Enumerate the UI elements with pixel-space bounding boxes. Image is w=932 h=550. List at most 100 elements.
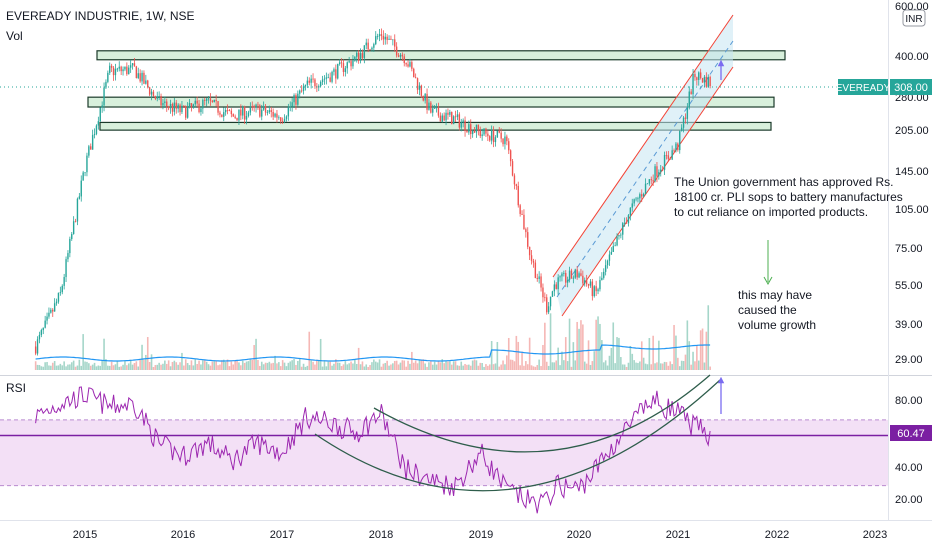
volume-bar <box>255 338 257 370</box>
candle-body <box>137 73 139 79</box>
candle-body <box>376 36 379 37</box>
candle-body <box>511 161 514 176</box>
volume-bar <box>67 364 69 370</box>
candle-body <box>509 150 512 162</box>
volume-bar <box>485 364 487 370</box>
volume-bar <box>528 337 531 370</box>
candle-body <box>667 155 670 159</box>
volume-bar <box>203 360 206 370</box>
candle-body <box>515 184 518 186</box>
candle-body <box>160 96 162 106</box>
candle-body <box>270 110 272 112</box>
volume-bar <box>452 361 455 370</box>
candle-body <box>236 117 238 121</box>
candle-body <box>479 130 481 137</box>
candle-body <box>464 120 466 132</box>
candle-body <box>424 93 426 101</box>
candle-body <box>217 101 219 113</box>
volume-bar <box>511 359 514 370</box>
candle-body <box>551 291 554 297</box>
candle-body <box>460 122 462 128</box>
candle-body <box>302 86 305 91</box>
time-tick: 2022 <box>765 529 789 541</box>
volume-bar <box>555 360 558 370</box>
volume-bar <box>143 359 145 370</box>
candle-body <box>306 80 309 85</box>
candle-body <box>61 285 63 293</box>
candle-body <box>122 69 124 72</box>
candle-body <box>451 112 453 125</box>
support-resistance-zone <box>96 50 786 61</box>
volume-bar <box>116 360 119 370</box>
candle-body <box>437 107 440 116</box>
volume-bar <box>346 364 349 370</box>
candle-body <box>110 65 113 68</box>
volume-bar <box>521 351 523 370</box>
candle-body <box>604 265 607 272</box>
volume-bar <box>709 366 711 370</box>
candle-body <box>392 39 394 41</box>
channel-fill <box>553 15 733 316</box>
currency-label: INR <box>905 14 922 25</box>
volume-bar <box>202 360 204 370</box>
volume-bar <box>654 363 656 370</box>
candle-body <box>261 109 263 117</box>
candle-body <box>198 103 200 113</box>
candle-body <box>528 246 531 256</box>
candle-body <box>519 205 521 214</box>
volume-bar <box>496 341 499 370</box>
volume-bar <box>169 366 172 370</box>
currency-badge[interactable]: INR <box>902 9 926 27</box>
volume-bar <box>50 365 52 370</box>
price-tick: 400.00 <box>895 51 929 63</box>
volume-bar <box>120 366 122 370</box>
candle-body <box>238 109 240 121</box>
volume-bar <box>222 359 225 370</box>
candle-body <box>325 77 328 79</box>
volume-bar <box>59 363 62 370</box>
support-resistance-zone <box>99 121 772 131</box>
volume-bar <box>599 323 601 370</box>
candle-body <box>428 102 430 110</box>
candle-body <box>287 107 290 117</box>
volume-bar <box>686 320 689 370</box>
candle-body <box>399 54 402 57</box>
volume-bar <box>492 364 495 370</box>
volume-bar <box>350 361 352 370</box>
volume-bar <box>604 360 607 370</box>
volume-bar <box>314 364 316 370</box>
pli-note-line: 18100 cr. PLI sops to battery manufactur… <box>674 190 903 204</box>
volume-bar <box>352 363 354 370</box>
candle-body <box>561 273 563 277</box>
candle-body <box>468 124 470 133</box>
candle-body <box>470 124 472 135</box>
candle-body <box>139 73 141 82</box>
volume-bar <box>420 359 423 370</box>
candle-body <box>500 132 502 139</box>
rising-channel <box>552 14 734 317</box>
volume-bar <box>384 362 387 370</box>
candle-body <box>656 166 658 177</box>
volume-bar <box>517 341 520 370</box>
candle-body <box>568 270 571 280</box>
candle-body <box>363 45 366 58</box>
candle-body <box>701 77 704 83</box>
volume-bar <box>335 359 337 370</box>
candle-body <box>394 39 396 47</box>
volume-bar <box>148 361 151 370</box>
price-tick: 39.00 <box>895 319 923 331</box>
volume-bar <box>338 362 341 370</box>
candle-body <box>582 275 584 284</box>
volume-bar <box>34 361 37 370</box>
candle-body <box>572 277 575 279</box>
volume-bar <box>418 360 421 370</box>
candle-body <box>513 175 516 185</box>
price-tick: 75.00 <box>895 243 923 255</box>
volume-bar <box>278 362 280 370</box>
volume-bar <box>536 365 539 370</box>
candle-body <box>386 36 388 40</box>
candle-body <box>549 296 552 307</box>
volume-bar <box>112 365 115 370</box>
volume-bar <box>127 363 130 370</box>
candle-body <box>698 72 700 80</box>
